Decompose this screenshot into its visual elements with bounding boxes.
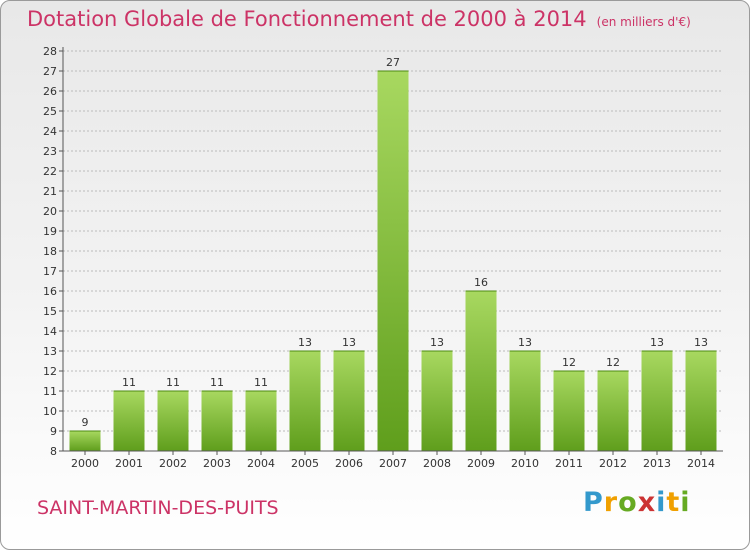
y-tick-label: 20 bbox=[43, 205, 57, 218]
value-label: 11 bbox=[210, 376, 224, 389]
value-label: 11 bbox=[122, 376, 136, 389]
bar-2010 bbox=[509, 351, 541, 451]
bar-2004 bbox=[245, 391, 277, 451]
y-tick-label: 23 bbox=[43, 145, 57, 158]
bars bbox=[69, 70, 717, 451]
proxiti-logo: Proxiti bbox=[583, 487, 691, 518]
x-tick-label: 2007 bbox=[379, 457, 407, 470]
bar-2006 bbox=[333, 351, 365, 451]
x-tick-label: 2011 bbox=[555, 457, 583, 470]
y-tick-label: 14 bbox=[43, 325, 57, 338]
y-tick-label: 27 bbox=[43, 65, 57, 78]
y-tick-label: 8 bbox=[50, 445, 57, 458]
y-tick-label: 25 bbox=[43, 105, 57, 118]
logo-letter: x bbox=[637, 487, 657, 518]
x-tick-label: 2005 bbox=[291, 457, 319, 470]
value-label: 13 bbox=[650, 336, 664, 349]
x-tick-label: 2013 bbox=[643, 457, 671, 470]
value-label: 13 bbox=[518, 336, 532, 349]
y-tick-label: 12 bbox=[43, 365, 57, 378]
bar-2001 bbox=[113, 391, 145, 451]
bar-2007 bbox=[377, 71, 409, 451]
bar-2005 bbox=[289, 351, 321, 451]
y-tick-label: 11 bbox=[43, 385, 57, 398]
value-label: 12 bbox=[606, 356, 620, 369]
logo-letter: i bbox=[656, 487, 667, 518]
value-label: 27 bbox=[386, 56, 400, 69]
bar-2014 bbox=[685, 351, 717, 451]
x-tick-label: 2001 bbox=[115, 457, 143, 470]
value-label: 16 bbox=[474, 276, 488, 289]
y-tick-label: 16 bbox=[43, 285, 57, 298]
value-label: 13 bbox=[342, 336, 356, 349]
bar-2003 bbox=[201, 391, 233, 451]
value-label: 11 bbox=[254, 376, 268, 389]
value-label: 9 bbox=[82, 416, 89, 429]
bar-2012 bbox=[597, 371, 629, 451]
logo-letter: i bbox=[680, 487, 691, 518]
bar-2002 bbox=[157, 391, 189, 451]
value-labels: 9 11 11 11 11 13 13 27 13 16 13 12 12 13 13 bbox=[82, 56, 709, 429]
bar-2000 bbox=[69, 431, 101, 451]
y-tick-label: 13 bbox=[43, 345, 57, 358]
logo-letter: t bbox=[666, 487, 681, 518]
x-tick-label: 2006 bbox=[335, 457, 363, 470]
y-tick-label: 28 bbox=[43, 45, 57, 58]
y-tick-label: 9 bbox=[50, 425, 57, 438]
bar-2008 bbox=[421, 351, 453, 451]
y-tick-label: 22 bbox=[43, 165, 57, 178]
value-label: 13 bbox=[694, 336, 708, 349]
town-name: SAINT-MARTIN-DES-PUITS bbox=[37, 497, 279, 519]
x-tick-label: 2012 bbox=[599, 457, 627, 470]
x-tick-label: 2014 bbox=[687, 457, 715, 470]
logo-letter: r bbox=[603, 487, 619, 518]
y-tick-label: 19 bbox=[43, 225, 57, 238]
y-tick-label: 26 bbox=[43, 85, 57, 98]
value-label: 11 bbox=[166, 376, 180, 389]
x-tick-label: 2002 bbox=[159, 457, 187, 470]
bar-2011 bbox=[553, 371, 585, 451]
x-tick-label: 2009 bbox=[467, 457, 495, 470]
bar-2009 bbox=[465, 291, 497, 451]
y-tick-label: 17 bbox=[43, 265, 57, 278]
x-tick-label: 2008 bbox=[423, 457, 451, 470]
value-label: 13 bbox=[298, 336, 312, 349]
chart-title: Dotation Globale de Fonctionnement de 20… bbox=[27, 7, 691, 31]
chart-unit: (en milliers d'€) bbox=[596, 15, 691, 29]
y-tick-label: 10 bbox=[43, 405, 57, 418]
y-tick-label: 18 bbox=[43, 245, 57, 258]
axes: 8 9 10 11 12 13 14 15 16 17 18 19 20 21 22 23 24 25 26 27 28… bbox=[43, 45, 723, 470]
x-tick-label: 2010 bbox=[511, 457, 539, 470]
x-tick-label: 2003 bbox=[203, 457, 231, 470]
value-label: 12 bbox=[562, 356, 576, 369]
x-tick-label: 2000 bbox=[71, 457, 99, 470]
value-label: 13 bbox=[430, 336, 444, 349]
bar-2013 bbox=[641, 351, 673, 451]
y-tick-label: 21 bbox=[43, 185, 57, 198]
x-tick-label: 2004 bbox=[247, 457, 275, 470]
y-tick-label: 15 bbox=[43, 305, 57, 318]
logo-letter: P bbox=[583, 487, 604, 518]
logo-letter: o bbox=[618, 487, 638, 518]
y-tick-label: 24 bbox=[43, 125, 57, 138]
chart-title-text: Dotation Globale de Fonctionnement de 20… bbox=[27, 7, 587, 31]
